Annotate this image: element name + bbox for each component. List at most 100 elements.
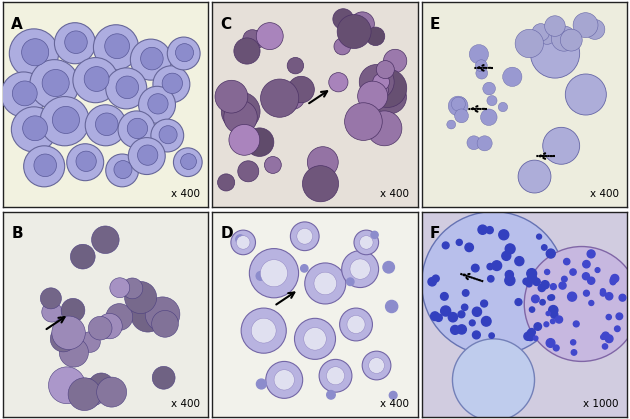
Circle shape: [153, 66, 190, 103]
Circle shape: [314, 272, 336, 295]
Circle shape: [326, 367, 345, 385]
Circle shape: [11, 107, 57, 152]
Circle shape: [71, 244, 95, 269]
Circle shape: [389, 391, 397, 399]
Text: x 400: x 400: [171, 189, 200, 199]
Text: D: D: [220, 226, 233, 241]
Circle shape: [526, 281, 532, 287]
Circle shape: [583, 261, 590, 268]
Circle shape: [537, 26, 556, 44]
Circle shape: [472, 331, 480, 339]
Circle shape: [345, 103, 382, 140]
Circle shape: [371, 231, 378, 238]
Circle shape: [561, 276, 567, 282]
Circle shape: [537, 234, 542, 239]
Circle shape: [319, 360, 352, 392]
Circle shape: [551, 26, 576, 51]
Circle shape: [487, 264, 493, 270]
Circle shape: [116, 76, 139, 98]
Circle shape: [140, 47, 163, 70]
Circle shape: [114, 160, 132, 178]
Circle shape: [125, 282, 157, 313]
Circle shape: [301, 265, 308, 272]
Circle shape: [457, 325, 466, 334]
Circle shape: [373, 74, 389, 91]
Circle shape: [455, 97, 467, 109]
Circle shape: [540, 300, 545, 305]
Circle shape: [13, 81, 37, 106]
Circle shape: [24, 146, 65, 187]
Circle shape: [481, 316, 491, 326]
Circle shape: [450, 326, 459, 334]
Circle shape: [34, 154, 57, 176]
Circle shape: [455, 109, 469, 123]
Circle shape: [329, 72, 348, 92]
Circle shape: [456, 239, 462, 246]
Circle shape: [619, 294, 626, 301]
Circle shape: [600, 335, 605, 339]
Circle shape: [476, 67, 488, 79]
Circle shape: [105, 34, 130, 59]
Circle shape: [359, 65, 394, 99]
Circle shape: [449, 313, 457, 322]
Circle shape: [130, 39, 171, 80]
Circle shape: [544, 322, 549, 327]
Circle shape: [173, 148, 202, 176]
Circle shape: [551, 284, 556, 290]
Circle shape: [89, 373, 114, 398]
Circle shape: [162, 73, 183, 93]
Circle shape: [369, 358, 384, 373]
Circle shape: [565, 74, 606, 115]
Circle shape: [76, 151, 96, 171]
Circle shape: [372, 82, 389, 98]
Circle shape: [241, 308, 286, 353]
Circle shape: [91, 226, 119, 253]
Circle shape: [347, 316, 365, 334]
Circle shape: [307, 147, 338, 178]
Circle shape: [583, 290, 590, 296]
Circle shape: [243, 30, 261, 49]
Circle shape: [452, 339, 534, 419]
Circle shape: [67, 144, 104, 181]
Circle shape: [106, 68, 147, 109]
Text: x 400: x 400: [381, 398, 410, 409]
Circle shape: [236, 235, 244, 244]
Text: C: C: [220, 16, 232, 31]
Circle shape: [458, 311, 465, 318]
Circle shape: [176, 44, 193, 62]
Circle shape: [256, 23, 284, 49]
Circle shape: [528, 328, 536, 336]
Circle shape: [530, 29, 580, 78]
Circle shape: [118, 111, 155, 148]
Circle shape: [106, 154, 139, 187]
Circle shape: [546, 249, 555, 258]
Circle shape: [358, 81, 387, 111]
Circle shape: [442, 242, 449, 249]
Circle shape: [59, 338, 88, 367]
Circle shape: [305, 263, 346, 304]
Circle shape: [524, 332, 532, 340]
Circle shape: [168, 37, 200, 70]
Text: x 400: x 400: [590, 189, 619, 199]
Circle shape: [571, 340, 576, 345]
Circle shape: [78, 378, 106, 406]
Circle shape: [549, 295, 554, 300]
Circle shape: [462, 304, 468, 310]
Circle shape: [376, 61, 394, 79]
Circle shape: [502, 251, 511, 260]
Circle shape: [21, 39, 49, 66]
Circle shape: [386, 300, 398, 313]
Circle shape: [523, 278, 529, 285]
Circle shape: [249, 248, 299, 298]
Circle shape: [384, 49, 407, 72]
Circle shape: [532, 295, 539, 303]
Circle shape: [234, 38, 260, 64]
Circle shape: [73, 57, 118, 103]
Circle shape: [449, 96, 468, 116]
Circle shape: [23, 116, 47, 141]
Circle shape: [346, 278, 354, 285]
Circle shape: [334, 38, 351, 55]
Circle shape: [54, 23, 96, 64]
Circle shape: [96, 377, 127, 407]
Circle shape: [337, 15, 371, 49]
